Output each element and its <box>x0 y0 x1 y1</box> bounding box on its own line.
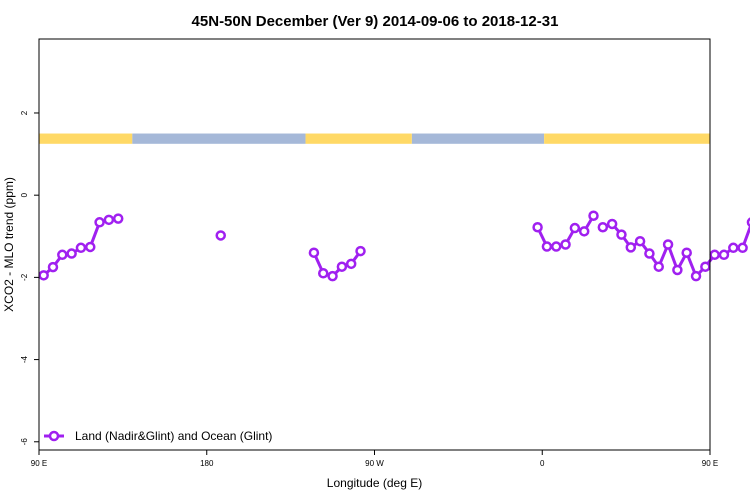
data-point <box>625 242 637 253</box>
data-point <box>672 264 683 276</box>
x-tick-label: 90 E <box>702 459 718 468</box>
data-point <box>550 241 562 252</box>
data-point <box>75 242 87 254</box>
data-point <box>597 221 609 233</box>
data-point <box>47 261 59 273</box>
data-point <box>103 214 115 226</box>
data-point <box>737 242 748 254</box>
ocean-band-segment <box>411 133 545 144</box>
data-point <box>662 239 674 250</box>
y-axis-label: XCO2 - MLO trend (ppm) <box>2 177 16 312</box>
x-axis: 90 E 180 90 W 0 90 E <box>31 450 718 468</box>
data-point <box>336 261 348 272</box>
data-point <box>690 270 702 282</box>
data-point <box>85 241 96 253</box>
land-band-segment <box>305 133 412 144</box>
data-point <box>532 221 543 233</box>
data-point <box>94 217 105 228</box>
land-band-segment <box>544 133 710 144</box>
x-tick-label: 90 W <box>365 459 384 468</box>
data-point <box>709 249 720 261</box>
ocean-band-segment <box>132 133 306 144</box>
chart-title: 45N-50N December (Ver 9) 2014-09-06 to 2… <box>192 13 559 30</box>
series-layer <box>38 210 750 282</box>
legend-label: Land (Nadir&Glint) and Ocean (Glint) <box>75 429 272 443</box>
x-tick-label: 0 <box>540 459 545 468</box>
legend: Land (Nadir&Glint) and Ocean (Glint) <box>44 429 272 443</box>
y-tick-label: -4 <box>20 355 29 363</box>
data-point <box>644 248 655 259</box>
data-point <box>616 229 627 240</box>
x-axis-label: Longitude (deg E) <box>327 476 422 490</box>
data-point <box>57 249 68 261</box>
data-point <box>588 210 599 221</box>
data-point <box>66 248 77 259</box>
x-tick-label: 90 E <box>31 459 47 468</box>
y-tick-label: -6 <box>20 438 29 446</box>
land-band-segment <box>39 133 133 144</box>
data-point <box>112 213 124 224</box>
y-tick-label: 0 <box>20 192 29 197</box>
data-point <box>355 245 366 257</box>
data-point <box>569 222 581 234</box>
y-tick-label: -2 <box>20 273 29 281</box>
plot-frame <box>38 38 711 451</box>
data-point <box>606 218 618 230</box>
data-point <box>560 239 571 250</box>
data-point <box>700 261 711 272</box>
data-point <box>327 270 338 282</box>
x-tick-label: 180 <box>200 459 214 468</box>
y-tick-label: 2 <box>20 110 29 115</box>
data-point <box>681 247 692 258</box>
data-point <box>653 261 664 272</box>
y-axis: 2 0 -2 -4 -6 <box>20 110 39 445</box>
data-point <box>308 247 320 258</box>
data-point <box>215 230 226 241</box>
data-point <box>38 270 49 281</box>
data-point <box>634 235 646 247</box>
data-point <box>317 268 329 279</box>
data-point <box>718 249 730 261</box>
data-point <box>728 242 739 254</box>
land-ocean-band <box>39 133 710 144</box>
legend-marker-swatch <box>48 430 60 442</box>
data-point <box>345 258 357 270</box>
data-point <box>746 217 750 228</box>
data-point <box>578 226 590 237</box>
data-point <box>541 241 553 252</box>
